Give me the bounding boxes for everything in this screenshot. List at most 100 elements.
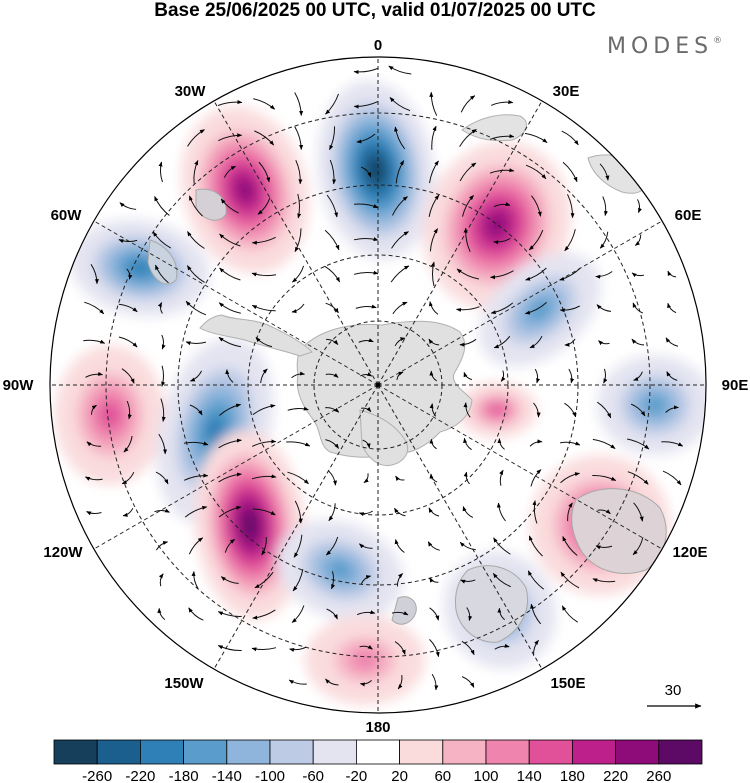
colorbar-segment — [572, 739, 617, 765]
wind-arrow — [356, 610, 376, 616]
wind-arrow — [567, 194, 575, 219]
anomaly-cell — [243, 513, 257, 537]
wind-arrow — [359, 680, 372, 687]
wind-arrow — [252, 404, 276, 416]
lon-label-0: 0 — [374, 37, 382, 54]
wind-arrow — [326, 338, 339, 345]
wind-arrow — [666, 371, 678, 381]
wind-arrow — [126, 268, 133, 280]
colorbar-segment — [312, 739, 357, 765]
wind-arrow — [161, 334, 166, 350]
wind-arrow — [253, 98, 276, 110]
wind-arrow — [356, 133, 376, 144]
lon-label-60w: 60W — [51, 207, 83, 224]
anomaly-cell — [486, 213, 508, 237]
wind-arrow — [186, 265, 205, 283]
wind-arrow — [560, 571, 580, 589]
colorbar-segment — [442, 739, 487, 765]
wind-arrow — [496, 502, 506, 522]
wind-arrow — [532, 500, 538, 524]
wind-arrow — [534, 368, 541, 384]
wind-arrow — [394, 641, 406, 655]
wind-arrow — [462, 506, 474, 518]
wind-arrow — [564, 402, 577, 418]
wind-arrow — [353, 237, 379, 241]
wind-arrow — [459, 162, 477, 182]
colorbar-segment — [96, 739, 141, 765]
wind-arrow — [392, 301, 408, 315]
wind-arrow — [459, 541, 476, 551]
wind-arrow — [559, 305, 580, 313]
wind-arrow — [460, 95, 476, 113]
wind-arrow — [155, 264, 169, 284]
wind-arrow — [293, 534, 303, 558]
wind-arrow — [121, 368, 135, 384]
wind-arrow — [388, 65, 412, 75]
wind-arrow — [257, 197, 271, 215]
registered-mark: ® — [713, 36, 723, 46]
wind-arrow — [499, 469, 504, 486]
colorbar-segment — [528, 739, 573, 765]
wind-arrow — [391, 231, 409, 249]
wind-arrow — [361, 406, 372, 413]
wind-arrow — [189, 195, 203, 217]
wind-arrow — [430, 261, 435, 287]
wind-arrow — [295, 159, 303, 185]
wind-arrow — [187, 231, 205, 249]
lon-label-90w: 90W — [3, 377, 35, 394]
wind-arrow — [355, 304, 377, 309]
wind-arrow — [158, 161, 163, 183]
longitude-labels: 0 30E 60E 90E 120E 150E 180 150W 120W 90… — [3, 37, 749, 736]
wind-arrow — [627, 438, 650, 450]
colorbar-segment — [399, 739, 444, 765]
wind-arrow — [461, 676, 475, 688]
colorbar-segment — [53, 739, 98, 765]
wind-arrow — [463, 402, 471, 418]
wind-arrow — [122, 507, 134, 517]
wind-arrow — [429, 639, 440, 658]
wind-arrow — [456, 268, 479, 280]
wind-arrow — [633, 371, 643, 381]
wind-arrow — [392, 196, 408, 216]
wind-arrow — [360, 372, 373, 377]
colorbar-segment — [139, 739, 184, 765]
colorbar-segment — [355, 739, 400, 765]
wind-arrow — [529, 439, 543, 447]
wind-arrow — [154, 196, 170, 216]
wind-arrow — [500, 370, 506, 382]
wind-arrow — [363, 473, 369, 484]
wind-arrow — [564, 229, 576, 252]
wind-arrow — [325, 536, 339, 556]
wind-arrow — [631, 272, 645, 278]
wind-arrow — [353, 67, 379, 75]
wind-arrow — [493, 537, 511, 555]
modes-logo: MODES® — [607, 34, 722, 59]
wind-arrow — [251, 272, 277, 277]
wind-arrow — [561, 605, 578, 623]
wind-arrow — [326, 608, 338, 620]
wind-arrow — [560, 472, 580, 484]
wind-arrow — [494, 643, 510, 650]
lon-label-60e: 60E — [675, 207, 702, 224]
wind-arrow — [220, 198, 240, 214]
wind-arrow — [260, 368, 268, 384]
wind-arrow — [429, 370, 437, 382]
wind-arrow — [224, 538, 236, 553]
anomaly-cell — [128, 259, 152, 277]
wind-arrow — [592, 438, 616, 450]
wind-arrow — [461, 640, 475, 656]
wind-arrow — [362, 439, 371, 449]
wind-arrow — [632, 537, 644, 556]
wind-arrow — [118, 239, 138, 244]
wind-arrow — [429, 160, 439, 184]
colorbar-tick-label: -100 — [255, 768, 285, 783]
wind-arrow — [427, 541, 440, 551]
wind-arrow — [667, 270, 677, 278]
wind-arrow — [218, 133, 243, 142]
wind-arrow — [568, 368, 575, 384]
wind-arrow — [634, 234, 642, 246]
wind-arrow — [123, 435, 133, 453]
anomaly-cell — [527, 298, 553, 322]
anomaly-cell — [368, 158, 384, 182]
wind-arrow — [294, 126, 304, 150]
